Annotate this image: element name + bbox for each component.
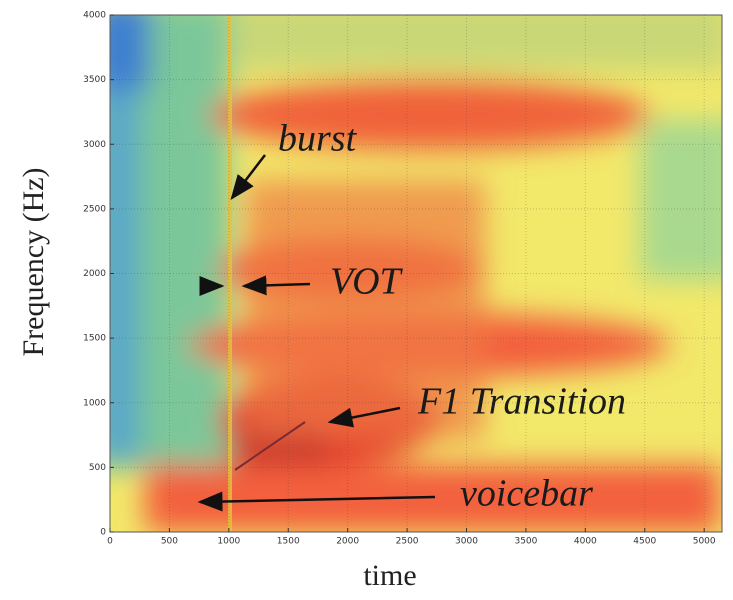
x-tick-label: 3000 [455, 537, 478, 547]
x-tick-label: 5000 [693, 537, 716, 547]
annotation: burst [278, 118, 358, 160]
annotation: VOT [330, 261, 404, 303]
y-axis-label: Frequency (Hz) [17, 167, 50, 356]
y-tick-label: 2000 [83, 269, 106, 279]
y-tick-label: 4000 [83, 11, 106, 21]
annotation-arrows [197, 154, 436, 512]
x-tick-label: 4500 [633, 537, 656, 547]
f1-trace [234, 421, 306, 471]
y-tick-label: 1000 [83, 398, 106, 408]
x-tick-label: 4000 [574, 537, 597, 547]
spectrogram-image [110, 15, 722, 532]
x-tick-label: 500 [161, 537, 178, 547]
x-axis-label: time [363, 559, 416, 592]
x-tick-label: 1500 [277, 537, 300, 547]
y-tick-label: 3000 [83, 140, 106, 150]
annotation: F1 Transition [417, 381, 626, 423]
x-tick-label: 2500 [396, 537, 419, 547]
y-tick-label: 500 [89, 463, 106, 473]
y-tick-label: 0 [100, 528, 106, 538]
x-tick-label: 1000 [217, 537, 240, 547]
x-tick-label: 0 [107, 537, 113, 547]
annotation: voicebar [460, 473, 593, 515]
x-tick-label: 2000 [336, 537, 359, 547]
y-tick-label: 2500 [83, 204, 106, 214]
y-tick-label: 1500 [83, 334, 106, 344]
x-tick-label: 3500 [514, 537, 537, 547]
y-tick-label: 3500 [83, 75, 106, 85]
